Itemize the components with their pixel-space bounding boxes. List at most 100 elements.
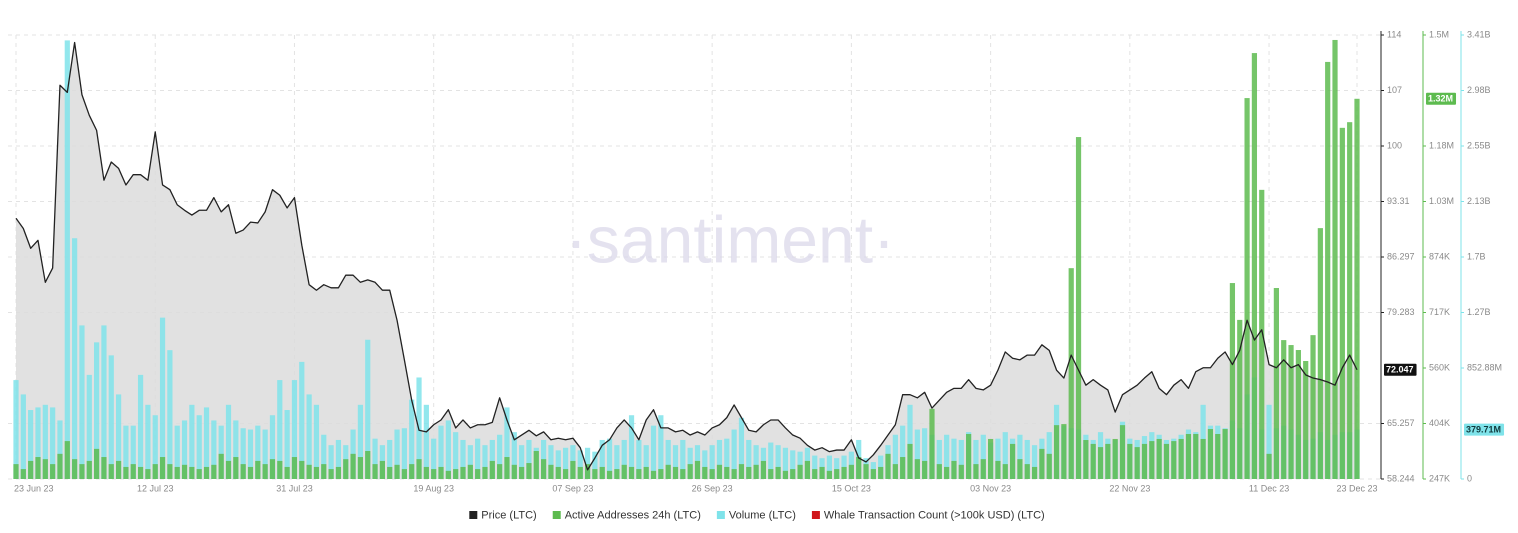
last-value-label: 1.32M: [1428, 94, 1453, 104]
bar: [115, 394, 122, 479]
last-value-tag: [1464, 423, 1505, 436]
legend-swatch: [716, 511, 725, 519]
bar: [650, 470, 657, 479]
bar: [72, 459, 78, 479]
legend-swatch: [811, 511, 820, 519]
bar: [790, 450, 796, 479]
bar: [79, 325, 85, 479]
bar: [467, 464, 473, 479]
y-tick-label: 114: [1387, 29, 1401, 39]
bar: [1288, 345, 1294, 479]
y-tick-label: 100: [1387, 140, 1402, 150]
bar: [57, 453, 63, 479]
bar: [526, 463, 532, 479]
bar: [306, 394, 312, 479]
y-tick-label: 86.297: [1387, 251, 1415, 261]
x-tick-label: 26 Sep 23: [692, 483, 733, 493]
bar: [782, 447, 789, 479]
bar: [313, 404, 320, 479]
bar: [738, 464, 745, 479]
x-tick-label: 11 Dec 23: [1249, 483, 1289, 493]
bar: [966, 433, 972, 479]
bar: [453, 432, 459, 479]
bar: [665, 439, 671, 479]
bar: [936, 439, 942, 479]
bar: [42, 404, 48, 479]
y-tick-label: 3.41B: [1467, 29, 1491, 39]
bar: [423, 404, 429, 479]
bar: [1281, 340, 1287, 479]
bar: [255, 425, 261, 479]
bar: [702, 466, 708, 479]
bar: [555, 450, 561, 479]
x-tick-label: 19 Aug 23: [413, 483, 454, 493]
bar: [680, 469, 686, 479]
bar: [277, 380, 283, 479]
bar: [570, 460, 576, 479]
bar: [72, 238, 78, 479]
bar: [189, 466, 195, 479]
legend-label: Volume (LTC): [729, 509, 796, 521]
bar: [1266, 453, 1272, 479]
y-tick-label: 58.244: [1387, 473, 1415, 483]
bar: [130, 464, 136, 479]
bar: [1310, 335, 1316, 479]
bar: [944, 434, 950, 479]
bar: [951, 438, 957, 479]
bar: [643, 445, 649, 479]
watermark: ·santiment·: [565, 202, 895, 276]
bar: [101, 457, 107, 479]
bar: [218, 425, 224, 479]
bar: [878, 466, 884, 479]
bar: [892, 434, 898, 479]
bar: [1156, 438, 1162, 479]
bar: [64, 40, 70, 479]
bar: [189, 404, 195, 479]
bar: [1127, 443, 1133, 479]
bar: [584, 447, 591, 479]
area-layer: [16, 42, 1357, 479]
x-tick-label: 31 Jul 23: [276, 483, 313, 493]
bar: [1347, 122, 1353, 480]
bar: [636, 469, 642, 479]
bar: [1325, 61, 1331, 479]
bar: [79, 464, 85, 479]
x-tick-label: 07 Sep 23: [552, 483, 593, 493]
bar: [1266, 404, 1272, 479]
bar: [181, 464, 188, 479]
bar: [438, 425, 444, 479]
bar: [123, 466, 129, 479]
bar: [94, 342, 100, 479]
bar: [907, 443, 913, 479]
bar: [1339, 127, 1345, 479]
y-tick-label: 1.18M: [1429, 140, 1454, 150]
bar: [1017, 434, 1023, 479]
bar: [299, 361, 305, 479]
bar: [995, 460, 1001, 479]
bar: [1295, 350, 1301, 479]
x-tick-label: 23 Dec 23: [1336, 483, 1377, 493]
bar: [379, 460, 385, 479]
last-value-label: 379.71M: [1466, 424, 1501, 434]
bar: [548, 464, 554, 479]
bar: [702, 450, 708, 479]
bar: [790, 469, 796, 479]
bar: [489, 460, 495, 479]
bar: [753, 464, 759, 479]
y-tick-label: 79.283: [1387, 307, 1415, 317]
bar: [863, 464, 869, 479]
bar: [1031, 466, 1038, 479]
bar: [716, 464, 723, 479]
bar: [269, 415, 276, 479]
bar: [1009, 443, 1016, 479]
bar: [1119, 425, 1126, 479]
bar: [724, 466, 730, 479]
bar: [152, 415, 158, 479]
bar: [760, 460, 767, 479]
bar: [13, 464, 19, 479]
bar: [1061, 424, 1067, 479]
bar: [284, 410, 290, 479]
last-value-tag: [1426, 92, 1457, 105]
bar: [1303, 361, 1309, 479]
